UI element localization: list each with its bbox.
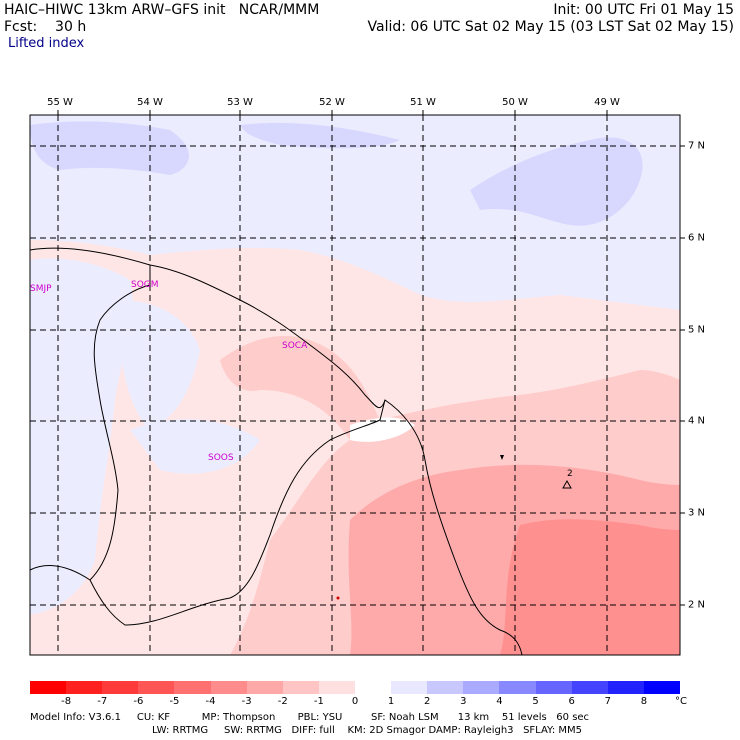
colorbar-swatch bbox=[535, 681, 572, 694]
contour-marker bbox=[336, 596, 340, 600]
stable-area-inland bbox=[130, 419, 260, 474]
colorbar-tick-label: -8 bbox=[61, 696, 72, 707]
lat-label: 7 N bbox=[688, 140, 706, 152]
colorbar-swatch bbox=[174, 681, 211, 694]
lon-label: 55 W bbox=[47, 97, 73, 108]
lon-label: 53 W bbox=[227, 97, 253, 108]
colorbar-swatch bbox=[571, 681, 608, 694]
lat-label: 3 N bbox=[688, 507, 706, 519]
colorbar-tick-label: 5 bbox=[532, 696, 539, 707]
station-label: SMJP bbox=[30, 284, 52, 294]
lon-label: 49 W bbox=[594, 97, 620, 108]
colorbar-tick-label: -6 bbox=[133, 696, 144, 707]
colorbar-tick-label: -3 bbox=[241, 696, 252, 707]
colorbar bbox=[30, 681, 680, 694]
stable-blob bbox=[30, 121, 189, 175]
border-suriname bbox=[29, 247, 151, 581]
forecast-hour: Fcst: 30 h bbox=[4, 19, 87, 35]
colorbar-swatch bbox=[499, 681, 536, 694]
colorbar-swatch bbox=[66, 681, 103, 694]
init-time: Init: 00 UTC Fri 01 May 15 bbox=[553, 2, 734, 18]
colorbar-tick-label: 7 bbox=[604, 696, 611, 707]
contour-marker bbox=[562, 479, 572, 489]
contour-marker bbox=[500, 455, 504, 460]
map-frame bbox=[29, 114, 681, 656]
unstable-area-strongest bbox=[500, 519, 680, 655]
lon-label: 50 W bbox=[502, 97, 528, 108]
neutral-patch bbox=[350, 417, 415, 442]
contour-label: 2 bbox=[567, 469, 573, 479]
colorbar-swatch bbox=[463, 681, 500, 694]
colorbar-unit: °C bbox=[675, 696, 687, 707]
colorbar-swatch bbox=[30, 681, 67, 694]
lon-label: 52 W bbox=[319, 97, 345, 108]
stable-blob bbox=[470, 137, 643, 226]
colorbar-tick-label: 0 bbox=[351, 696, 359, 707]
colorbar-swatch bbox=[607, 681, 644, 694]
colorbar-tick-label: 2 bbox=[424, 696, 431, 707]
colorbar-tick-label: -4 bbox=[205, 696, 216, 707]
station-label: SOCA bbox=[282, 341, 308, 351]
stable-area-west bbox=[30, 258, 133, 615]
valid-time: Valid: 06 UTC Sat 02 May 15 (03 LST Sat … bbox=[367, 19, 734, 35]
coastline bbox=[149, 264, 523, 656]
colorbar-tick-label: 8 bbox=[640, 696, 648, 707]
lat-label: 2 N bbox=[688, 599, 706, 611]
colorbar-swatch bbox=[427, 681, 464, 694]
colorbar-tick-label: -5 bbox=[169, 696, 180, 707]
lat-lon-grid bbox=[30, 115, 680, 655]
border-french-guiana-south bbox=[89, 399, 386, 626]
lon-label: 51 W bbox=[410, 97, 436, 108]
colorbar-swatch bbox=[318, 681, 355, 694]
colorbar-tick-label: -7 bbox=[97, 696, 108, 707]
model-title: HAIC–HIWC 13km ARW–GFS init NCAR/MMM bbox=[4, 2, 320, 18]
colorbar-tick-label: 6 bbox=[568, 696, 575, 707]
lon-label: 54 W bbox=[137, 97, 163, 108]
colorbar-swatch bbox=[138, 681, 175, 694]
station-label: SOGM bbox=[131, 280, 159, 290]
axis-ticks bbox=[57, 110, 685, 606]
station-label: SOOS bbox=[208, 453, 234, 463]
lat-label: 4 N bbox=[688, 415, 706, 427]
lat-label: 5 N bbox=[688, 324, 706, 336]
colorbar-swatch bbox=[282, 681, 319, 694]
colorbar-tick-label: 3 bbox=[460, 696, 467, 707]
colorbar-swatch bbox=[354, 681, 392, 694]
colorbar-tick-label: -1 bbox=[313, 696, 324, 707]
stable-blob bbox=[240, 122, 400, 149]
colorbar-swatch bbox=[643, 681, 680, 694]
colorbar-tick-label: -2 bbox=[277, 696, 288, 707]
colorbar-swatch bbox=[102, 681, 139, 694]
stable-area-inland bbox=[120, 300, 200, 430]
colorbar-swatch bbox=[246, 681, 283, 694]
colorbar-swatch bbox=[391, 681, 428, 694]
lat-label: 6 N bbox=[688, 232, 706, 244]
colorbar-tick-label: 4 bbox=[496, 696, 503, 707]
field-name: Lifted index bbox=[8, 36, 85, 51]
colorbar-tick-label: 1 bbox=[387, 696, 395, 707]
colorbar-swatch bbox=[210, 681, 247, 694]
model-info-line1: Model Info: V3.6.1 CU: KF MP: Thompson P… bbox=[30, 712, 590, 723]
model-info-line2: LW: RRTMG SW: RRTMG DIFF: full KM: 2D Sm… bbox=[152, 725, 582, 736]
